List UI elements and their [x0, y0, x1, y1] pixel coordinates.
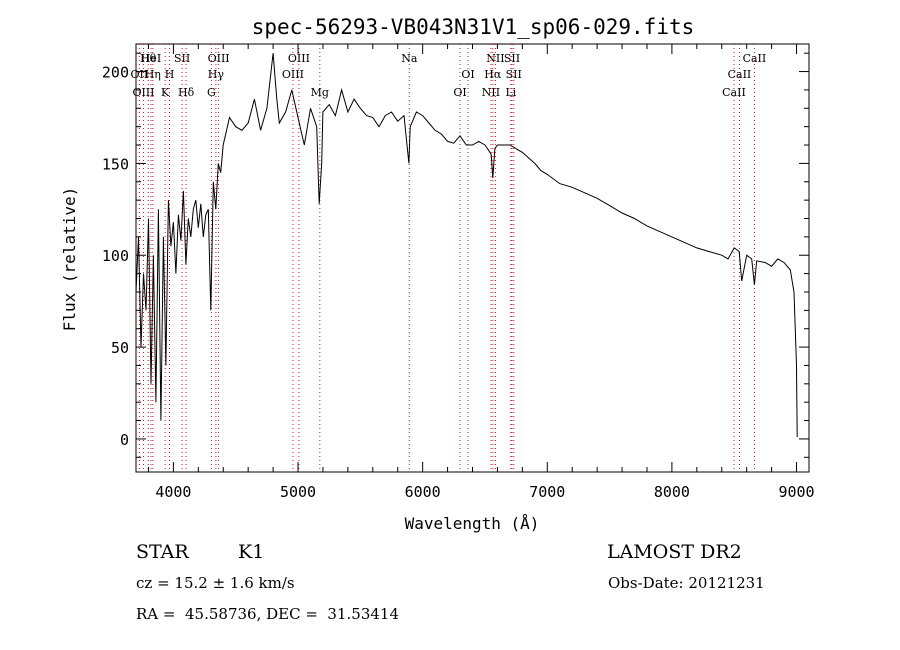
line-label-10: Hγ: [208, 68, 225, 81]
y-axis-label: Flux (relative): [60, 187, 79, 332]
line-label-18: NII: [486, 52, 504, 65]
line-label-6: SII: [174, 52, 190, 65]
line-label-11: G: [207, 86, 216, 99]
line-label-17: OI: [453, 86, 466, 99]
plot-frame: [135, 43, 810, 473]
x-axis: 4000 5000 6000 7000 8000 9000: [147, 44, 815, 501]
x-tick-label-6000: 6000: [405, 483, 441, 501]
y-tick-label-200: 200: [102, 64, 129, 82]
line-label-2: OIII: [132, 86, 154, 99]
redshift-value: cz = 15.2 ± 1.6 km/s: [136, 574, 295, 592]
x-tick-label-8000: 8000: [654, 483, 690, 501]
x-tick-label-7000: 7000: [529, 483, 565, 501]
line-label-23: Li: [505, 86, 516, 99]
line-label-19: Hα: [484, 68, 502, 81]
line-label-24: CaII: [743, 52, 767, 65]
object-subclass: K1: [238, 541, 265, 563]
line-label-25: CaII: [728, 68, 752, 81]
y-tick-label-150: 150: [102, 155, 129, 173]
survey-name: LAMOST DR2: [607, 541, 742, 563]
y-tick-label-0: 0: [120, 431, 129, 449]
line-label-9: OIII: [208, 52, 230, 65]
line-label-22: SII: [506, 68, 522, 81]
line-label-21: SII: [504, 52, 520, 65]
line-label-14: Mg: [311, 86, 329, 99]
y-tick-label-100: 100: [102, 247, 129, 265]
y-tick-label-50: 50: [111, 339, 129, 357]
line-label-20: NII: [482, 86, 500, 99]
x-tick-label-9000: 9000: [778, 483, 814, 501]
observation-date: Obs-Date: 20121231: [608, 574, 765, 592]
coordinates: RA = 45.58736, DEC = 31.53414: [136, 605, 400, 623]
line-label-4: Hη: [145, 68, 161, 81]
x-axis-label: Wavelength (Å): [405, 514, 540, 533]
x-tick-label-4000: 4000: [155, 483, 191, 501]
x-tick-label-5000: 5000: [280, 483, 316, 501]
line-label-16: OI: [461, 68, 474, 81]
line-label-3: HeI: [141, 52, 161, 65]
line-label-12: OIII: [288, 52, 310, 65]
chart-title: spec-56293-VB043N31V1_sp06-029.fits: [252, 15, 695, 39]
line-label-8: Hδ: [178, 86, 195, 99]
spectrum-series-line: [135, 53, 798, 438]
line-label-15: Na: [401, 52, 418, 65]
spectral-line-markers: [138, 44, 755, 472]
line-label-26: CaII: [722, 86, 746, 99]
line-label-5: K: [161, 86, 170, 99]
line-label-13: OIII: [282, 68, 304, 81]
spectral-line-labels: HθOIIOIIIHeIHηKSIIHHδOIIIHγGOIIIOIIIMgNa…: [131, 52, 767, 99]
line-label-0: Hθ: [140, 52, 157, 65]
line-label-7: H: [165, 68, 175, 81]
object-class: STAR: [136, 541, 189, 563]
y-axis: 0 50 100 150 200: [102, 52, 809, 458]
